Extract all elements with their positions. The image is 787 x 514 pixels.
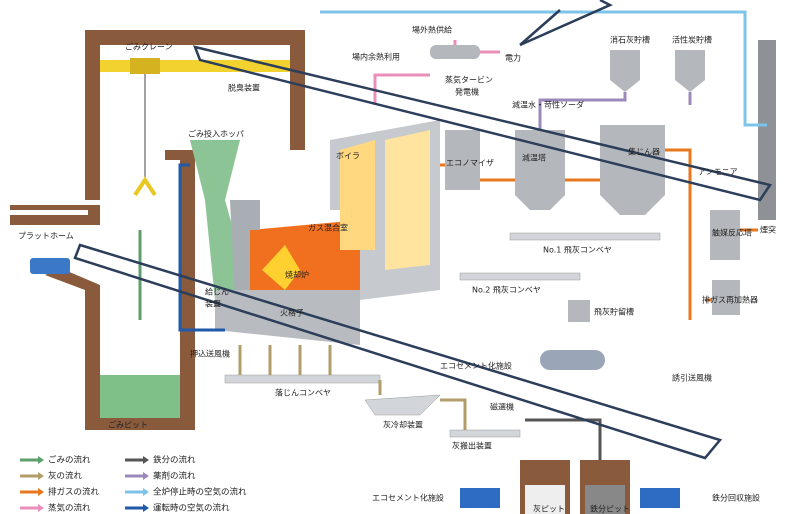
component-label: 集じん器 <box>628 147 660 157</box>
component-label: 装置 <box>205 299 221 309</box>
truck <box>30 258 70 274</box>
fly-ash-silo <box>568 300 590 322</box>
component-label: 場外熱供給 <box>412 25 452 35</box>
component-label: No.2 飛灰コンベヤ <box>472 285 541 295</box>
legend-label: ごみの流れ <box>48 455 91 466</box>
legend-label: 排ガスの流れ <box>48 487 100 498</box>
component-label: 磁選機 <box>490 402 514 412</box>
garbage-pit <box>100 375 180 418</box>
component-label: 触媒反応塔 <box>712 228 752 238</box>
lime-silo <box>610 50 640 92</box>
component-label: ごみクレーン <box>125 42 173 52</box>
component-label: 煙突 <box>760 225 776 235</box>
component-label: 活性炭貯槽 <box>672 35 712 45</box>
legend-arrowhead <box>143 504 149 512</box>
component-label: 焼却炉 <box>285 270 309 280</box>
legend-arrowhead <box>143 488 149 496</box>
component-label: ごみピット <box>108 420 148 430</box>
legend-arrowhead <box>38 504 44 512</box>
stack <box>758 40 776 220</box>
legend-arrowhead <box>38 488 44 496</box>
component-label: 減温塔 <box>522 153 546 163</box>
cooling-tower <box>515 130 565 210</box>
component-label: エコノマイザ <box>446 159 494 168</box>
legend-label: 薬剤の流れ <box>153 471 196 482</box>
turbine <box>430 45 480 59</box>
boiler-gas-2 <box>385 130 430 270</box>
component-label: 場内余熱利用 <box>352 52 400 62</box>
component-label: 排ガス再加熱器 <box>702 295 758 305</box>
component-label: 鉄分回収施設 <box>712 493 760 503</box>
crane-trolley <box>130 58 160 74</box>
component-label: 鉄分ピット <box>590 504 630 514</box>
truck-3 <box>640 488 680 508</box>
component-label: 誘引送風機 <box>672 373 712 383</box>
component-label: エコセメント化施設 <box>372 493 444 503</box>
legend-label: 全炉停止時の空気の流れ <box>153 487 247 498</box>
component-label: 給じん <box>205 287 229 297</box>
component-label: ごみ投入ホッパ <box>188 129 244 139</box>
component-label: 消石灰貯槽 <box>610 35 650 45</box>
component-label: 灰ピット <box>533 504 565 514</box>
legend-label: 運転時の空気の流れ <box>153 503 230 514</box>
tanker <box>540 350 605 370</box>
component-label: 灰冷却装置 <box>383 420 423 430</box>
legend-arrowhead <box>143 472 149 480</box>
component-label: 電力 <box>505 53 521 63</box>
component-label: 落じんコンベヤ <box>275 388 331 398</box>
truck-2 <box>460 488 500 508</box>
legend-arrowhead <box>38 472 44 480</box>
component-label: アンモニア <box>698 168 738 177</box>
plant-diagram: ごみクレーン 場外熱供給場内余熱利用 電力蒸気タービン発電機 消石灰貯槽 活性炭貯槽脱臭… <box>0 0 787 514</box>
component-label: プラットホーム <box>18 232 74 241</box>
component-label: 脱臭装置 <box>228 83 260 93</box>
legend-label: 蒸気の流れ <box>48 503 91 514</box>
component-label: 減温水・苛性ソーダ <box>512 100 584 110</box>
component-label: 押込送風機 <box>190 349 230 359</box>
component-label: 灰搬出装置 <box>452 441 492 451</box>
component-label: ボイラ <box>336 152 360 161</box>
carbon-silo <box>675 50 705 92</box>
component-label: 飛灰貯留槽 <box>594 307 634 317</box>
component-label: ガス混合室 <box>308 223 348 233</box>
component-label: No.1 飛灰コンベヤ <box>543 245 612 255</box>
legend-arrowhead <box>38 456 44 464</box>
legend-label: 鉄分の流れ <box>153 455 196 466</box>
hopper <box>190 140 240 200</box>
crane-grab <box>135 180 155 195</box>
component-label: エコセメント化施設 <box>440 361 512 371</box>
legend-arrowhead <box>143 456 149 464</box>
legend-label: 灰の流れ <box>48 471 83 482</box>
component-label: 発電機 <box>455 87 479 97</box>
bag-filter <box>600 125 665 215</box>
grate <box>215 290 360 345</box>
component-label: 蒸気タービン <box>445 75 493 85</box>
component-label: 火格子 <box>280 308 304 318</box>
